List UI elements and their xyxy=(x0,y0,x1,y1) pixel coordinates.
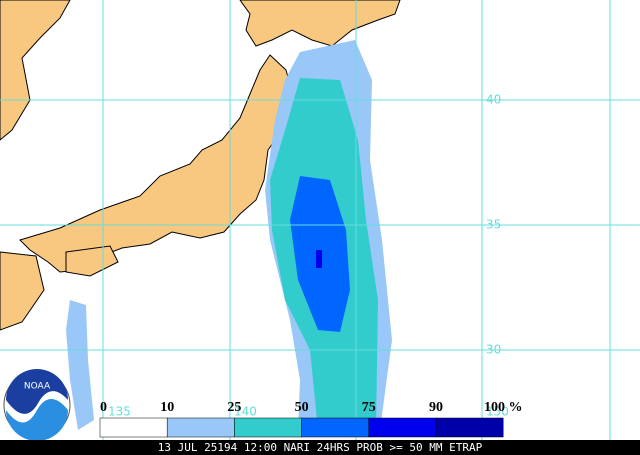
legend-swatch xyxy=(301,417,370,438)
lon-label: 135 xyxy=(108,405,131,419)
graticule xyxy=(0,0,640,440)
logo-text: NOAA xyxy=(24,382,51,392)
legend-tick: 50 xyxy=(295,400,309,415)
legend: 0 10 25 50 75 90 100 % xyxy=(99,400,523,438)
legend-swatch xyxy=(368,417,437,438)
legend-swatch xyxy=(166,417,235,438)
legend-tick: 90 xyxy=(429,400,443,415)
footer-bar xyxy=(0,440,640,455)
lat-label: 40 xyxy=(486,93,501,107)
footer-text: 13 JUL 25194 12:00 NARI 24HRS PROB >= 50… xyxy=(158,441,483,454)
probability-field xyxy=(66,40,392,430)
legend-tick: 75 xyxy=(362,400,376,415)
lon-label: 140 xyxy=(234,405,257,419)
legend-tick: 100 % xyxy=(484,400,523,415)
legend-swatch xyxy=(99,417,168,438)
lon-label: 150 xyxy=(486,405,509,419)
legend-tick: 10 xyxy=(160,400,174,415)
legend-swatch xyxy=(435,417,504,438)
noaa-logo: NOAA xyxy=(3,369,71,441)
legend-swatch xyxy=(234,417,302,438)
lat-label: 30 xyxy=(486,343,501,357)
legend-tick: 0 xyxy=(100,400,107,415)
legend-tick: 25 xyxy=(227,400,241,415)
lat-label: 35 xyxy=(486,218,501,232)
